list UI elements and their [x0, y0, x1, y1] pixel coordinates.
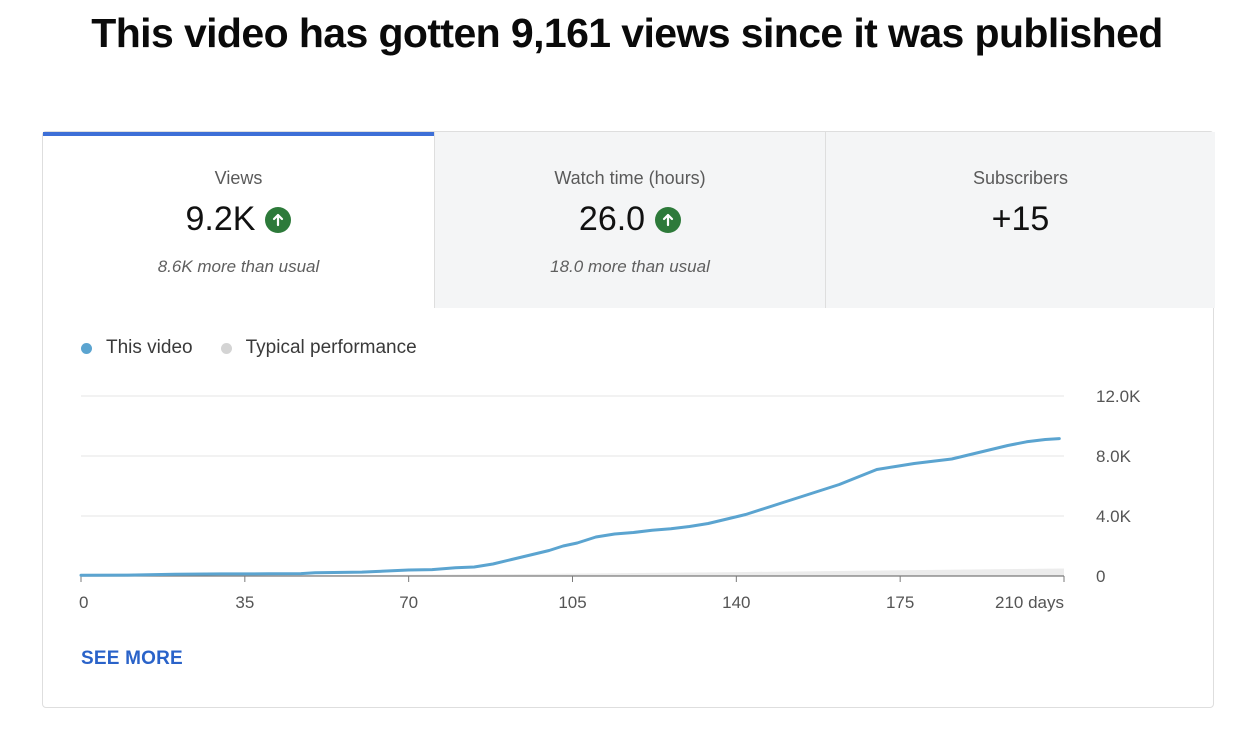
- tab-value-row: +15: [826, 200, 1215, 239]
- x-tick-label: 35: [235, 593, 254, 612]
- tab-label: Views: [214, 168, 263, 188]
- performance-card: Views 9.2K 8.6K more than usual Watch ti…: [42, 131, 1215, 708]
- tab-watch-time[interactable]: Watch time (hours) 26.0 18.0 more than u…: [434, 132, 825, 308]
- x-tick-label: 0: [79, 593, 88, 612]
- typical-performance-band: [81, 568, 1064, 576]
- chart-legend: This video Typical performance: [81, 337, 445, 359]
- legend-label: This video: [106, 337, 193, 358]
- y-tick-label: 8.0K: [1096, 447, 1132, 466]
- legend-dot-icon: [220, 342, 232, 354]
- arrow-up-circle-icon: [655, 206, 682, 233]
- tab-label: Subscribers: [972, 168, 1069, 188]
- legend-item-this-video[interactable]: This video: [81, 337, 193, 359]
- tab-views[interactable]: Views 9.2K 8.6K more than usual: [43, 132, 434, 308]
- subscribers-value: +15: [991, 200, 1050, 238]
- views-line-chart: 12.0K 8.0K 4.0K 0 0 35 70 105 140 175 210 days: [79, 387, 1141, 612]
- tab-label: Watch time (hours): [554, 168, 706, 188]
- legend-label: Typical performance: [245, 337, 417, 358]
- page-headline: This video has gotten 9,161 views since …: [91, 10, 1163, 56]
- see-more-link[interactable]: SEE MORE: [81, 648, 183, 669]
- views-value: 9.2K: [185, 200, 256, 238]
- legend-item-typical[interactable]: Typical performance: [220, 337, 417, 359]
- views-comparison: 8.6K more than usual: [157, 257, 320, 276]
- legend-dot-icon: [81, 342, 92, 354]
- tab-value-row: 26.0: [435, 200, 825, 239]
- watch-time-value: 26.0: [578, 200, 646, 238]
- y-tick-label: 4.0K: [1096, 507, 1132, 526]
- tab-value-row: 9.2K: [43, 200, 434, 239]
- y-tick-label: 0: [1096, 567, 1105, 586]
- arrow-up-circle-icon: [265, 206, 292, 233]
- x-tick-label: 140: [722, 593, 750, 612]
- x-tick-label: 70: [399, 593, 418, 612]
- y-tick-label: 12.0K: [1096, 387, 1141, 406]
- watch-time-comparison: 18.0 more than usual: [550, 257, 710, 276]
- metric-tabs: Views 9.2K 8.6K more than usual Watch ti…: [43, 132, 1215, 308]
- this-video-line: [79, 437, 1061, 577]
- x-tick-label: 175: [886, 593, 914, 612]
- tab-subscribers[interactable]: Subscribers +15: [825, 132, 1215, 308]
- x-tick-label: 210 days: [995, 593, 1064, 612]
- x-tick-label: 105: [558, 593, 586, 612]
